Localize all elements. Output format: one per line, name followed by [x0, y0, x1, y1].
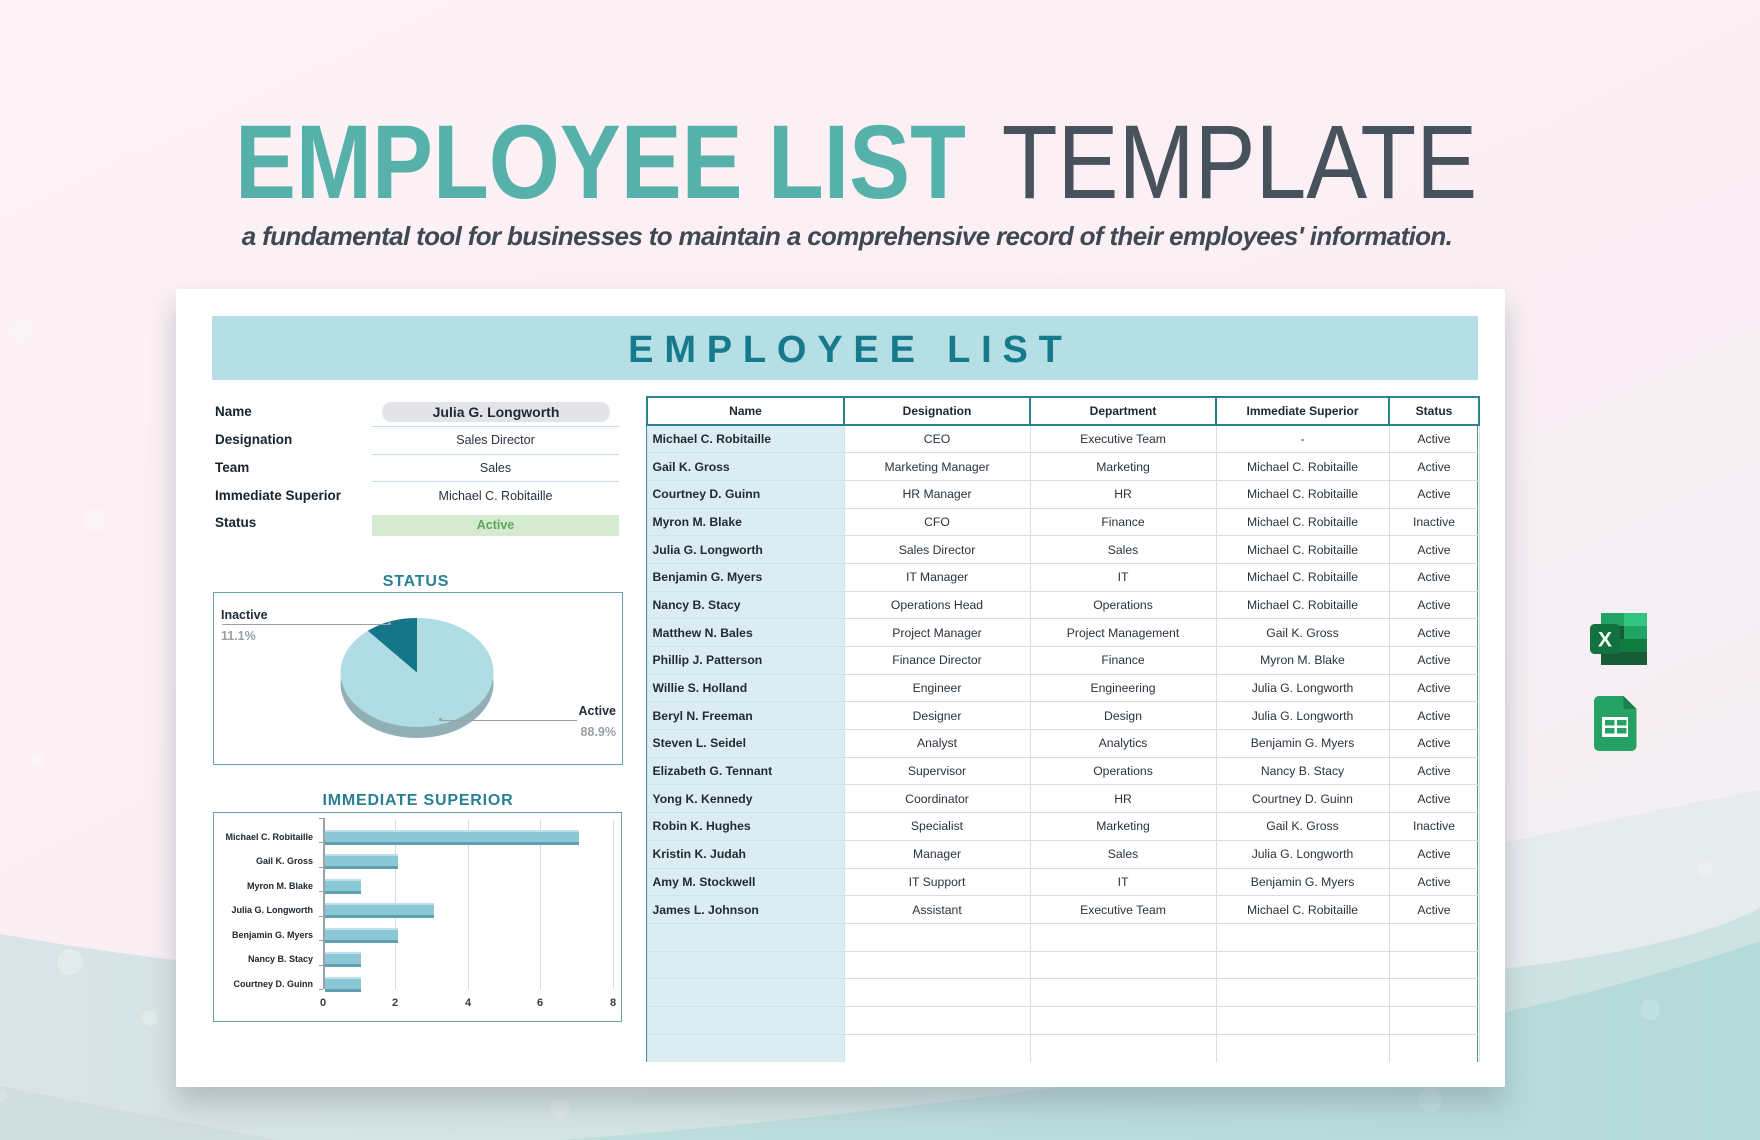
svg-text:X: X	[1598, 629, 1612, 652]
